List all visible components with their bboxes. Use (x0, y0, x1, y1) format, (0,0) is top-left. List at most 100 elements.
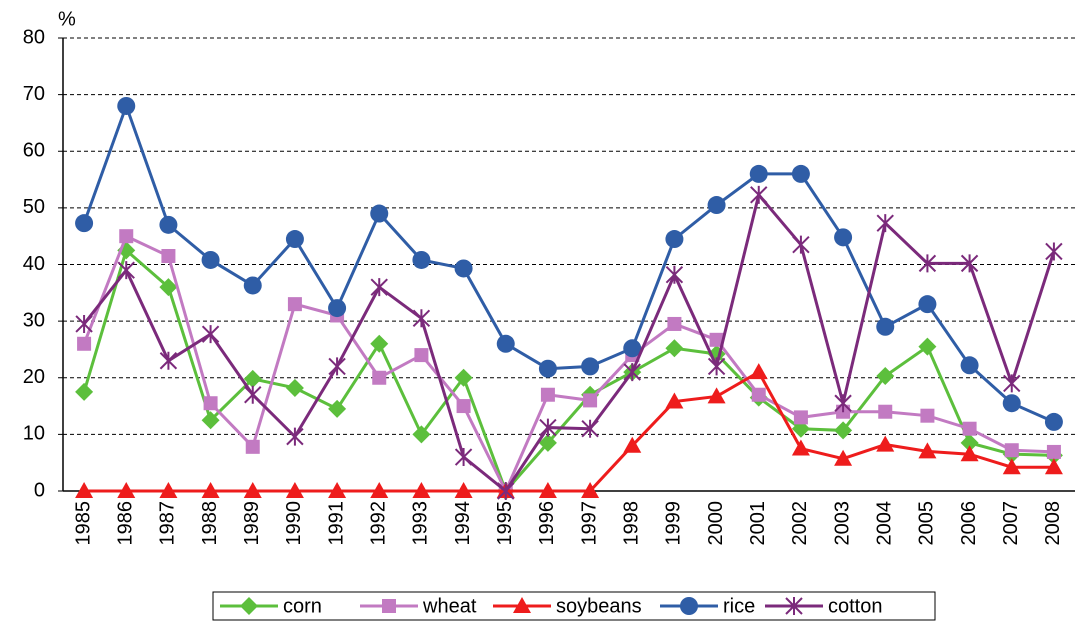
data-point (707, 196, 726, 215)
data-point (1045, 242, 1063, 261)
data-point (918, 337, 937, 356)
data-point (454, 482, 473, 498)
data-point (412, 425, 431, 444)
data-point (791, 164, 810, 183)
data-point (960, 433, 979, 452)
data-point (834, 394, 852, 413)
legend-marker (240, 597, 258, 615)
data-point (623, 339, 642, 358)
data-point (876, 435, 895, 452)
data-point (328, 299, 347, 318)
data-point (454, 368, 473, 387)
data-point (876, 317, 895, 336)
legend-label: soybeans (556, 595, 642, 617)
data-point (159, 278, 178, 297)
data-point (1003, 374, 1021, 393)
data-point (243, 276, 262, 295)
data-point (201, 325, 220, 344)
data-point (75, 214, 94, 233)
legend-marker (680, 597, 698, 615)
y-tick-label: 50 (23, 196, 45, 218)
series-line (82, 247, 1054, 494)
data-point (540, 387, 555, 402)
data-point (201, 411, 220, 430)
data-point (918, 442, 937, 459)
data-point (791, 439, 810, 456)
data-point (201, 250, 220, 269)
data-point (370, 204, 389, 223)
data-point (117, 261, 135, 280)
x-tick-label: 2003 (831, 501, 853, 546)
data-point (876, 367, 895, 386)
data-point (286, 427, 304, 446)
data-point (962, 421, 977, 436)
data-point (328, 357, 346, 376)
y-tick-label: 30 (23, 309, 45, 331)
data-point (1002, 458, 1021, 475)
x-tick-label: 1992 (368, 501, 390, 546)
data-point (960, 445, 979, 462)
data-point (243, 482, 262, 498)
x-tick-label: 1995 (494, 501, 516, 546)
data-point (117, 96, 136, 115)
data-point (878, 404, 893, 419)
data-point (496, 334, 515, 353)
data-point (581, 482, 600, 498)
data-point (834, 228, 853, 247)
data-point (117, 482, 136, 498)
data-point (623, 363, 641, 382)
data-point (750, 185, 768, 204)
legend-marker (513, 597, 531, 613)
x-tick-label: 1990 (283, 501, 305, 546)
data-point (159, 482, 178, 498)
data-point (159, 215, 178, 234)
x-tick-label: 1989 (241, 501, 263, 546)
data-point (243, 369, 262, 388)
data-point (749, 363, 768, 380)
data-point (497, 482, 515, 500)
data-point (707, 357, 726, 376)
data-point (370, 482, 389, 498)
y-tick-label: 60 (23, 140, 45, 162)
data-point (75, 482, 94, 498)
series-line (84, 370, 1054, 493)
series-line (82, 191, 1056, 494)
y-axis-label: % (58, 8, 76, 30)
data-point (920, 408, 935, 423)
x-tick-label: 2002 (789, 501, 811, 546)
series-line (82, 101, 1055, 424)
data-point (918, 295, 937, 314)
y-tick-label: 80 (23, 26, 45, 48)
y-tick-label: 20 (23, 366, 45, 388)
data-point (749, 164, 768, 183)
legend-box (212, 591, 936, 621)
data-point (665, 392, 684, 409)
data-point (623, 436, 642, 453)
data-point (1044, 412, 1063, 431)
data-point (244, 385, 262, 404)
data-point (1002, 394, 1021, 413)
x-tick-label: 1993 (410, 501, 432, 546)
data-point (414, 348, 429, 363)
data-point (665, 265, 684, 284)
x-tick-label: 2005 (916, 501, 938, 546)
x-tick-label: 1999 (663, 501, 685, 546)
data-point (918, 254, 937, 273)
x-tick-label: 2006 (958, 501, 980, 546)
data-point (665, 339, 684, 358)
data-point (751, 387, 766, 402)
data-point (960, 254, 979, 273)
legend-label: corn (283, 595, 322, 617)
data-point (709, 332, 724, 347)
x-tick-label: 2007 (1000, 501, 1022, 546)
data-point (834, 449, 853, 466)
legend-label: wheat (422, 595, 477, 617)
x-tick-label: 2004 (874, 501, 896, 546)
series-line (82, 234, 1054, 495)
data-point (876, 214, 894, 233)
data-point (75, 314, 93, 333)
data-point (412, 482, 431, 498)
x-tick-label: 2008 (1042, 501, 1064, 546)
data-point (201, 482, 220, 498)
